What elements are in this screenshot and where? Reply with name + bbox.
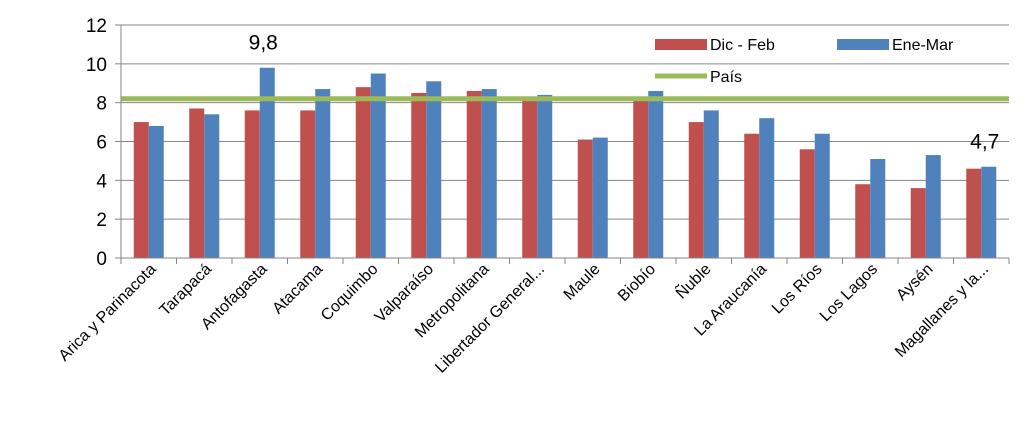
y-tick-label: 8 bbox=[96, 94, 107, 115]
bar bbox=[703, 110, 719, 258]
legend-label: País bbox=[710, 69, 742, 86]
bar bbox=[633, 96, 649, 258]
bar bbox=[315, 89, 331, 258]
x-tick-label: Ñuble bbox=[671, 259, 715, 303]
x-tick-label: Los Lagos bbox=[817, 261, 881, 325]
data-label: 4,7 bbox=[970, 131, 999, 154]
x-tick-label: Arica y Parinacota bbox=[56, 261, 160, 365]
bar bbox=[522, 98, 538, 259]
bar bbox=[870, 158, 886, 258]
y-tick-label: 4 bbox=[96, 171, 107, 192]
bar bbox=[426, 81, 442, 258]
bar bbox=[981, 166, 997, 258]
bar bbox=[814, 133, 830, 258]
bar bbox=[966, 168, 982, 258]
bar bbox=[133, 122, 149, 258]
data-labels: 9,8 4,7 bbox=[249, 32, 1000, 154]
y-tick-label: 0 bbox=[96, 249, 107, 270]
bar bbox=[259, 67, 275, 258]
bar bbox=[466, 91, 482, 259]
bar bbox=[648, 91, 664, 259]
y-tick-label: 12 bbox=[86, 16, 107, 37]
x-tick-label: Magallanes y la... bbox=[892, 261, 992, 361]
bar bbox=[481, 89, 497, 258]
x-tick-label: Atacama bbox=[269, 261, 326, 318]
bar bbox=[148, 125, 164, 258]
bar bbox=[744, 133, 760, 258]
bar bbox=[244, 110, 260, 258]
legend: Dic - Feb Ene-Mar País bbox=[655, 37, 954, 86]
x-tick-label: Los Ríos bbox=[769, 261, 826, 318]
bar bbox=[204, 114, 220, 258]
bar bbox=[189, 108, 205, 258]
legend-label: Ene-Mar bbox=[892, 37, 954, 54]
legend-label: Dic - Feb bbox=[710, 37, 775, 54]
bar bbox=[925, 155, 941, 258]
y-tick-label: 2 bbox=[96, 210, 107, 231]
bar bbox=[910, 188, 926, 258]
legend-swatch bbox=[655, 39, 707, 50]
x-tick-label: Biobío bbox=[615, 261, 659, 305]
x-axis-labels: Arica y ParinacotaTarapacáAntofagastaAta… bbox=[56, 259, 992, 377]
data-label: 9,8 bbox=[249, 32, 278, 55]
y-axis-ticks: 0 2 4 6 8 10 12 bbox=[86, 16, 121, 270]
x-tick-label: Aysén bbox=[893, 261, 936, 304]
bars bbox=[133, 67, 997, 259]
x-tick-label: Maule bbox=[561, 261, 604, 304]
x-tick-label: Libertador General... bbox=[432, 261, 548, 377]
bar bbox=[592, 137, 608, 258]
bar bbox=[799, 149, 815, 258]
legend-swatch bbox=[837, 39, 889, 50]
bar bbox=[411, 92, 427, 258]
y-tick-label: 10 bbox=[86, 55, 107, 76]
bar bbox=[300, 110, 316, 258]
bar bbox=[688, 122, 704, 258]
bar bbox=[537, 94, 553, 259]
bar bbox=[855, 184, 871, 258]
bar bbox=[355, 87, 371, 258]
bar bbox=[759, 118, 775, 258]
axes bbox=[120, 25, 1010, 264]
bar bbox=[370, 73, 386, 259]
x-tick-label: Tarapacá bbox=[157, 261, 216, 320]
bar bbox=[577, 139, 593, 258]
y-tick-label: 6 bbox=[96, 133, 107, 154]
